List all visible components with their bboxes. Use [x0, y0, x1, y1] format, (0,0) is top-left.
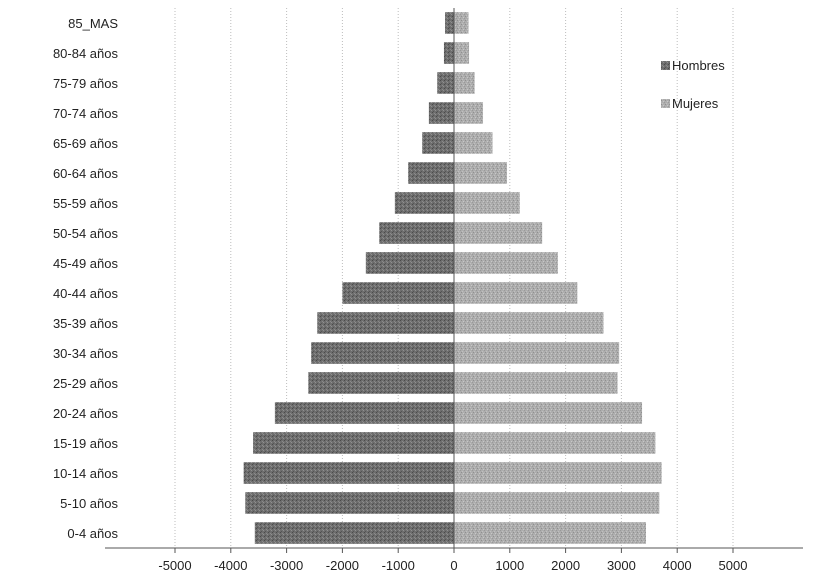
x-axis: -5000 -4000 -3000 -2000 -1000 0 1000 2000 3000 40…: [105, 8, 803, 573]
bar-mujeres: [454, 402, 643, 424]
bars: [243, 12, 662, 544]
x-tick-label: -5000: [158, 558, 191, 573]
bar-mujeres: [454, 12, 469, 34]
bar-mujeres: [454, 372, 618, 394]
bar-mujeres: [454, 312, 604, 334]
x-tick-label: -2000: [326, 558, 359, 573]
category-label: 45-49 años: [53, 256, 119, 271]
bar-hombres: [394, 192, 454, 214]
bar-mujeres: [454, 342, 620, 364]
x-tick-label: 5000: [719, 558, 748, 573]
bar-hombres: [379, 222, 454, 244]
category-label: 80-84 años: [53, 46, 119, 61]
bar-hombres: [274, 402, 454, 424]
legend-swatch-mujeres: [661, 99, 670, 108]
bar-mujeres: [454, 162, 508, 184]
bar-mujeres: [454, 72, 475, 94]
x-tick-label: 4000: [663, 558, 692, 573]
bar-mujeres: [454, 492, 660, 514]
bar-hombres: [317, 312, 454, 334]
bar-mujeres: [454, 102, 484, 124]
bar-mujeres: [454, 222, 543, 244]
bar-mujeres: [454, 42, 470, 64]
bar-hombres: [308, 372, 454, 394]
category-label: 70-74 años: [53, 106, 119, 121]
x-tick-label: -4000: [214, 558, 247, 573]
category-label: 25-29 años: [53, 376, 119, 391]
category-label: 40-44 años: [53, 286, 119, 301]
bar-hombres: [365, 252, 454, 274]
bar-mujeres: [454, 462, 662, 484]
category-label: 55-59 años: [53, 196, 119, 211]
bar-hombres: [311, 342, 454, 364]
bar-hombres: [428, 102, 454, 124]
bar-hombres: [445, 12, 454, 34]
bar-hombres: [245, 492, 454, 514]
bar-hombres: [253, 432, 454, 454]
x-tick-label: 3000: [607, 558, 636, 573]
category-label: 5-10 años: [60, 496, 118, 511]
category-label: 75-79 años: [53, 76, 119, 91]
x-tick-label: 2000: [551, 558, 580, 573]
legend-swatch-hombres: [661, 61, 670, 70]
bar-mujeres: [454, 432, 656, 454]
legend-label-mujeres: Mujeres: [672, 96, 719, 111]
category-label: 60-64 años: [53, 166, 119, 181]
bar-mujeres: [454, 282, 578, 304]
bar-mujeres: [454, 252, 558, 274]
bar-hombres: [254, 522, 454, 544]
bar-hombres: [408, 162, 454, 184]
category-label: 30-34 años: [53, 346, 119, 361]
bar-hombres: [437, 72, 454, 94]
x-tick-label: 0: [450, 558, 457, 573]
bar-mujeres: [454, 522, 646, 544]
category-label: 15-19 años: [53, 436, 119, 451]
bar-mujeres: [454, 132, 493, 154]
legend-label-hombres: Hombres: [672, 58, 725, 73]
bar-hombres: [443, 42, 454, 64]
category-label: 10-14 años: [53, 466, 119, 481]
x-tick-label: -3000: [270, 558, 303, 573]
category-label: 50-54 años: [53, 226, 119, 241]
legend: Hombres Mujeres: [661, 58, 725, 111]
category-label: 85_MAS: [68, 16, 118, 31]
bar-hombres: [243, 462, 454, 484]
category-label: 35-39 años: [53, 316, 119, 331]
bar-mujeres: [454, 192, 520, 214]
bar-hombres: [342, 282, 454, 304]
bar-hombres: [422, 132, 454, 154]
x-tick-label: -1000: [382, 558, 415, 573]
category-label: 65-69 años: [53, 136, 119, 151]
x-tick-label: 1000: [495, 558, 524, 573]
category-label: 0-4 años: [67, 526, 118, 541]
category-label: 20-24 años: [53, 406, 119, 421]
category-labels: 0-4 años 5-10 años 10-14 años 15-19 años 20-…: [53, 16, 119, 541]
